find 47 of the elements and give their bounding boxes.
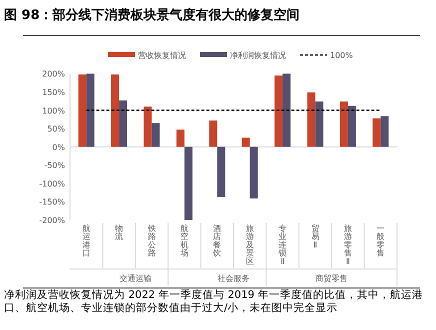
x-tick-label: 航空机场 (179, 224, 188, 258)
bar (111, 74, 120, 147)
y-tick-label: -150% (39, 198, 66, 207)
y-tick-label: 150% (42, 88, 66, 97)
bar (119, 100, 128, 147)
x-tick-label: 旅游及景区 (246, 224, 254, 266)
bar (315, 101, 324, 147)
bar (78, 74, 86, 147)
bar (242, 138, 250, 147)
text: 社会服务 (218, 274, 250, 283)
x-tick-label: 专业连锁Ⅱ (278, 224, 287, 266)
y-tick-label: 0% (52, 142, 66, 152)
legend-label: 营收恢复情况 (138, 51, 186, 60)
text: 交通运输 (119, 274, 152, 283)
x-tick-label: 铁路公路 (146, 224, 156, 258)
y-tick-label: -50% (44, 161, 66, 170)
bar (152, 123, 160, 147)
bar (86, 74, 94, 147)
bar (217, 146, 226, 197)
y-tick-label: 50% (47, 124, 66, 134)
bar (209, 120, 218, 147)
chart-title: 图 98：部分线下消费板块景气度有很大的修复空间 (4, 7, 300, 23)
legend-label: 100% (330, 51, 354, 60)
y-tick-label: -200% (39, 216, 66, 225)
x-tick-label: 航运港口 (82, 224, 90, 258)
x-tick-label: 贸易Ⅱ (311, 224, 320, 250)
bar (282, 74, 291, 147)
y-tick-label: 200% (42, 70, 66, 79)
bar (184, 146, 192, 220)
bar (307, 92, 316, 147)
legend-label: 净利润恢复情况 (230, 51, 286, 60)
y-tick-label: -100% (39, 179, 66, 188)
x-tick-label: 旅游零售Ⅱ (344, 224, 352, 266)
bar (250, 146, 258, 198)
bar (380, 116, 389, 147)
text: 净利润及营收恢复情况为 2022 年一季度值与 2019 年一季度值的比值，其中，航运港口、航空机场、专业连锁的部分数值由于过大/小，未在图中完全显示 (4, 289, 424, 315)
bar (274, 76, 283, 147)
text: 商贸零售 (316, 274, 348, 283)
y-tick-label: 100% (42, 106, 66, 116)
bar (372, 118, 381, 147)
bar (176, 130, 184, 147)
bar (144, 106, 152, 147)
bar (340, 101, 348, 147)
x-tick-label: 酒店餐饮 (212, 224, 222, 258)
bar (348, 106, 356, 147)
x-tick-label: 一般零售 (376, 224, 385, 258)
x-tick-label: 物流 (115, 224, 124, 242)
